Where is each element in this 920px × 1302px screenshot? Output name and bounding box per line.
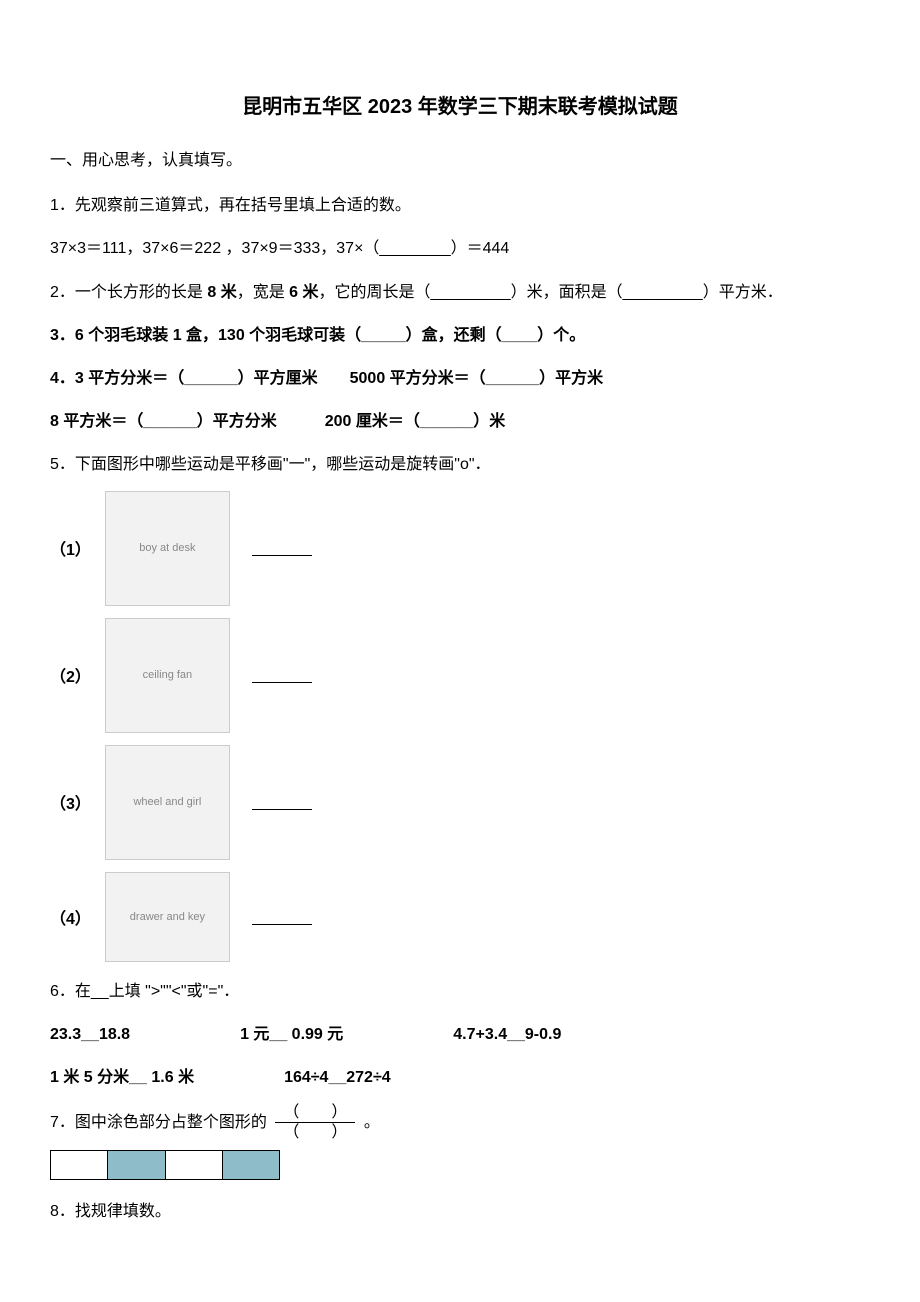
q5-image-2: ceiling fan bbox=[105, 618, 230, 733]
q8: 8．找规律填数。 bbox=[50, 1194, 870, 1229]
q7-suffix: 。 bbox=[364, 1114, 380, 1131]
q5-image-1: boy at desk bbox=[105, 491, 230, 606]
q1-text: 1．先观察前三道算式，再在括号里填上合适的数。 bbox=[50, 188, 870, 223]
q2-rest: ，它的周长是（_________）米，面积是（_________）平方米． bbox=[319, 284, 783, 301]
q5-blank-3[interactable] bbox=[252, 794, 312, 810]
q7-cell-1 bbox=[51, 1151, 108, 1179]
q6-r1-c1: 23.3__18.8 bbox=[50, 1017, 130, 1052]
q5-num-2: （2） bbox=[50, 663, 91, 687]
section-1-header: 一、用心思考，认真填写。 bbox=[50, 143, 870, 178]
q5-num-4: （4） bbox=[50, 905, 91, 929]
q4b: 8 平方米＝（______）平方分米 200 厘米＝（______）米 bbox=[50, 404, 870, 439]
q5-num-3: （3） bbox=[50, 790, 91, 814]
q6-row2: 1 米 5 分米__ 1.6 米 164÷4__272÷4 bbox=[50, 1060, 870, 1095]
q5-item-4: （4） drawer and key bbox=[50, 872, 870, 962]
q7-cell-2 bbox=[108, 1151, 165, 1179]
q5-item-2: （2） ceiling fan bbox=[50, 618, 870, 733]
q7-prefix: 7．图中涂色部分占整个图形的 bbox=[50, 1114, 267, 1131]
page-title: 昆明市五华区 2023 年数学三下期末联考模拟试题 bbox=[50, 90, 870, 119]
q5-blank-1[interactable] bbox=[252, 540, 312, 556]
q2-mid1: ，宽是 bbox=[237, 284, 289, 301]
q1-expr: 37×3＝111，37×6＝222 ，37×9＝333，37×（________… bbox=[50, 231, 870, 266]
q4a: 4．3 平方分米＝（______）平方厘米 5000 平方分米＝（______）… bbox=[50, 361, 870, 396]
q6-r1-c3: 4.7+3.4__9-0.9 bbox=[453, 1017, 561, 1052]
q2-prefix: 2．一个长方形的长是 bbox=[50, 284, 207, 301]
q3: 3．6 个羽毛球装 1 盒，130 个羽毛球可装（_____）盒，还剩（____… bbox=[50, 318, 870, 353]
q6-r1-c2: 1 元__ 0.99 元 bbox=[240, 1017, 343, 1052]
q5-item-1: （1） boy at desk bbox=[50, 491, 870, 606]
q5-image-4: drawer and key bbox=[105, 872, 230, 962]
q2-len: 8 米 bbox=[207, 284, 236, 301]
q6-r2-c1: 1 米 5 分米__ 1.6 米 bbox=[50, 1060, 194, 1095]
q6-text: 6．在__上填 ">""<"或"="． bbox=[50, 974, 870, 1009]
q2-wid: 6 米 bbox=[289, 284, 318, 301]
q7-cell-4 bbox=[223, 1151, 279, 1179]
q6-r2-c2: 164÷4__272÷4 bbox=[284, 1060, 391, 1095]
q6-row1: 23.3__18.8 1 元__ 0.99 元 4.7+3.4__9-0.9 bbox=[50, 1017, 870, 1052]
q7-frac-top[interactable]: （ ） bbox=[275, 1103, 355, 1123]
q5-image-3: wheel and girl bbox=[105, 745, 230, 860]
q7-cell-3 bbox=[166, 1151, 223, 1179]
q5-blank-2[interactable] bbox=[252, 667, 312, 683]
q7-bar-figure bbox=[50, 1150, 280, 1180]
q7: 7．图中涂色部分占整个图形的 （ ） （ ） 。 bbox=[50, 1103, 870, 1142]
q5-num-1: （1） bbox=[50, 536, 91, 560]
q5-blank-4[interactable] bbox=[252, 909, 312, 925]
q5-text: 5．下面图形中哪些运动是平移画"一"，哪些运动是旋转画"o"． bbox=[50, 447, 870, 482]
q2: 2．一个长方形的长是 8 米，宽是 6 米，它的周长是（_________）米，… bbox=[50, 275, 870, 310]
q7-fraction: （ ） （ ） bbox=[275, 1103, 355, 1142]
q7-frac-bot[interactable]: （ ） bbox=[275, 1123, 355, 1142]
q5-item-3: （3） wheel and girl bbox=[50, 745, 870, 860]
